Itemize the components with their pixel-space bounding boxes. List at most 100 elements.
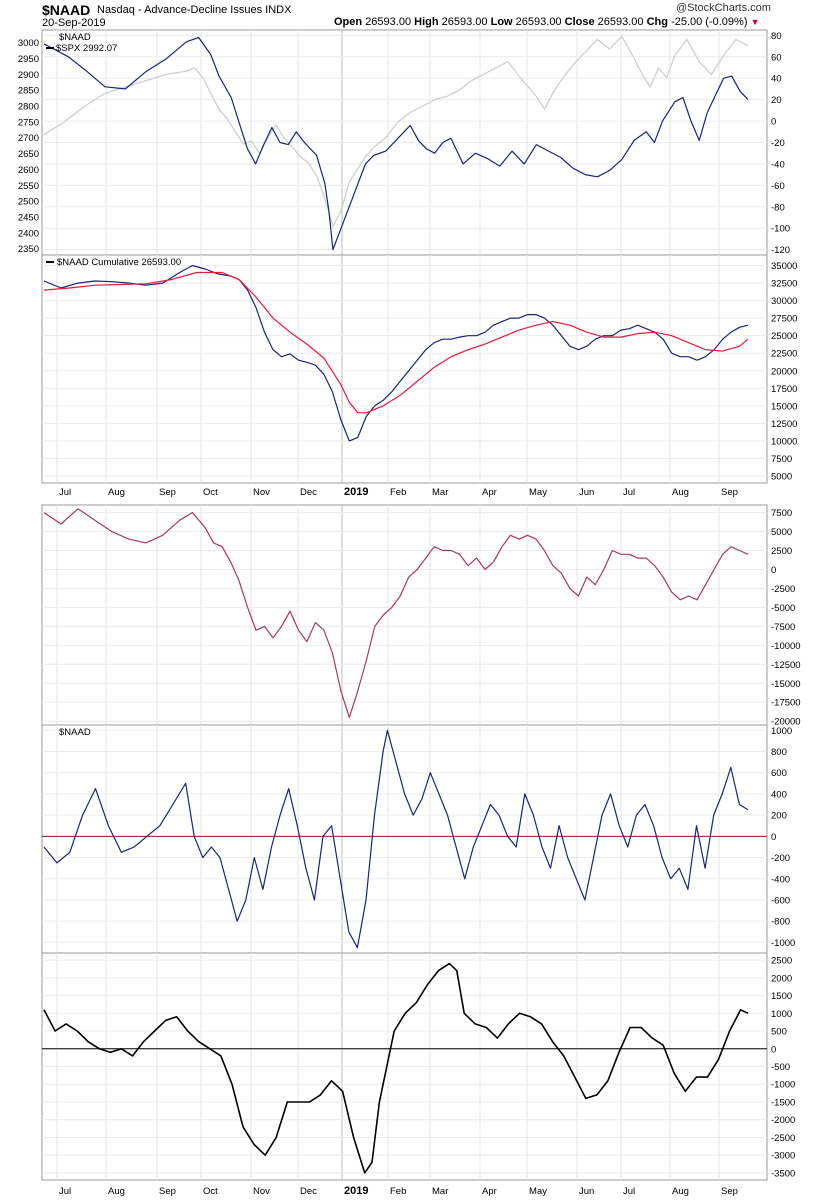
close-value: 26593.00 <box>597 16 644 28</box>
x-axis-tick-label: Jul <box>59 1186 71 1197</box>
right-axis-tick-label: -40 <box>771 159 785 170</box>
right-axis-tick-label: -12500 <box>771 660 801 671</box>
x-axis-tick-label: Feb <box>390 487 406 498</box>
right-axis-tick-label: -3500 <box>771 1168 795 1179</box>
right-axis-tick-label: 500 <box>771 1027 787 1038</box>
series-line--naad <box>43 36 749 251</box>
left-axis-tick-label: 2700 <box>18 133 39 144</box>
x-axis-tick-label: May <box>529 1186 547 1197</box>
right-axis-tick-label: -2500 <box>771 1133 795 1144</box>
left-axis-tick-label: 2350 <box>18 244 39 255</box>
right-axis-tick-label: 400 <box>771 789 787 800</box>
date-label: 20-Sep-2019 <box>42 17 106 29</box>
right-axis-tick-label: 600 <box>771 768 787 779</box>
right-axis-tick-label: 80 <box>771 31 782 42</box>
x-axis-tick-label: Jul <box>623 1186 635 1197</box>
x-axis-tick-label: Apr <box>482 487 497 498</box>
left-axis-tick-label: 2500 <box>18 197 39 208</box>
right-axis-tick-label: 32500 <box>771 279 797 290</box>
x-axis-tick-label: Aug <box>672 487 689 498</box>
left-axis-tick-label: 2800 <box>18 102 39 113</box>
right-axis-tick-label: -20 <box>771 138 785 149</box>
high-label: High <box>414 16 439 28</box>
x-axis-tick-label: Nov <box>253 487 270 498</box>
x-axis-tick-label: Sep <box>721 487 738 498</box>
panel-4-frame <box>41 724 768 954</box>
right-axis-tick-label: -60 <box>771 181 785 192</box>
left-axis-tick-label: 2650 <box>18 149 39 160</box>
x-axis-tick-label: Dec <box>300 1186 317 1197</box>
x-axis-tick-label: Sep <box>159 487 176 498</box>
right-axis-tick-label: 12500 <box>771 419 797 430</box>
right-axis-tick-label: -2500 <box>771 584 795 595</box>
right-axis-tick-label: -200 <box>771 853 790 864</box>
x-axis-tick-label: Aug <box>108 487 125 498</box>
high-value: 26593.00 <box>441 16 488 28</box>
x-axis-tick-label: Jun <box>579 1186 594 1197</box>
right-axis-tick-label: 7500 <box>771 454 792 465</box>
series-line--spx <box>43 35 749 228</box>
x-axis-tick-label: Sep <box>721 1186 738 1197</box>
x-axis-tick-label: Jul <box>59 487 71 498</box>
x-axis-tick-label: 2019 <box>344 1185 368 1197</box>
right-axis-tick-label: 0 <box>771 832 776 843</box>
series-line-panel-5 <box>43 962 749 1174</box>
low-label: Low <box>490 16 513 28</box>
right-axis-tick-label: 2500 <box>771 956 792 967</box>
right-axis-tick-label: 22500 <box>771 349 797 360</box>
ohlc-readout: Open 26593.00 High 26593.00 Low 26593.00… <box>334 16 759 28</box>
right-axis-tick-label: 0 <box>771 117 776 128</box>
panel-3-frame <box>41 504 768 726</box>
open-label: Open <box>334 16 363 28</box>
x-axis-tick-label: Nov <box>253 1186 270 1197</box>
x-axis-tick-label: 2019 <box>344 486 368 498</box>
x-axis-tick-label: Mar <box>432 1186 448 1197</box>
right-axis-tick-label: 2000 <box>771 973 792 984</box>
right-axis-tick-label: 40 <box>771 74 782 85</box>
right-axis-tick-label: -5000 <box>771 603 795 614</box>
right-axis-tick-label: -7500 <box>771 622 795 633</box>
right-axis-tick-label: 20000 <box>771 366 797 377</box>
series-line-panel-3 <box>43 508 749 718</box>
right-axis-tick-label: -600 <box>771 895 790 906</box>
right-axis-tick-label: 60 <box>771 52 782 63</box>
left-axis-tick-label: 2400 <box>18 228 39 239</box>
legend-entry: $NAAD Cumulative 26593.00 <box>57 257 181 268</box>
right-axis-tick-label: -1000 <box>771 1080 795 1091</box>
right-axis-tick-label: -20000 <box>771 717 801 728</box>
right-axis-tick-label: 7500 <box>771 508 792 519</box>
right-axis-tick-label: -80 <box>771 202 785 213</box>
right-axis-tick-label: -100 <box>771 224 790 235</box>
legend-entry: $SPX 2992.07 <box>56 43 117 54</box>
left-axis-tick-label: 3000 <box>18 38 39 49</box>
right-axis-tick-label: -120 <box>771 245 790 256</box>
right-axis-tick-label: 25000 <box>771 331 797 342</box>
right-axis-tick-label: -1000 <box>771 938 795 949</box>
x-axis-tick-label: Jun <box>579 487 594 498</box>
x-axis-tick-label: Feb <box>390 1186 406 1197</box>
right-axis-tick-label: 35000 <box>771 261 797 272</box>
right-axis-tick-label: 0 <box>771 565 776 576</box>
x-axis-tick-label: Dec <box>300 487 317 498</box>
x-axis-tick-label: Apr <box>482 1186 497 1197</box>
series-line-moving-average <box>43 271 749 414</box>
right-axis-tick-label: 10000 <box>771 436 797 447</box>
right-axis-tick-label: 0 <box>771 1044 776 1055</box>
symbol-label: $NAAD <box>42 2 91 18</box>
series-line--naad <box>43 729 749 949</box>
right-axis-tick-label: -1500 <box>771 1097 795 1108</box>
right-axis-tick-label: -2000 <box>771 1115 795 1126</box>
right-axis-tick-label: -800 <box>771 917 790 928</box>
x-axis-tick-label: Oct <box>203 1186 218 1197</box>
right-axis-tick-label: -3000 <box>771 1151 795 1162</box>
right-axis-tick-label: -10000 <box>771 641 801 652</box>
right-axis-tick-label: 1000 <box>771 1009 792 1020</box>
right-axis-tick-label: 20 <box>771 95 782 106</box>
brand-label: @StockCharts.com <box>676 2 771 14</box>
right-axis-tick-label: 27500 <box>771 314 797 325</box>
right-axis-tick-label: 1500 <box>771 991 792 1002</box>
left-axis-tick-label: 2850 <box>18 86 39 97</box>
right-axis-tick-label: 5000 <box>771 527 792 538</box>
x-axis-tick-label: Sep <box>159 1186 176 1197</box>
low-value: 26593.00 <box>515 16 562 28</box>
